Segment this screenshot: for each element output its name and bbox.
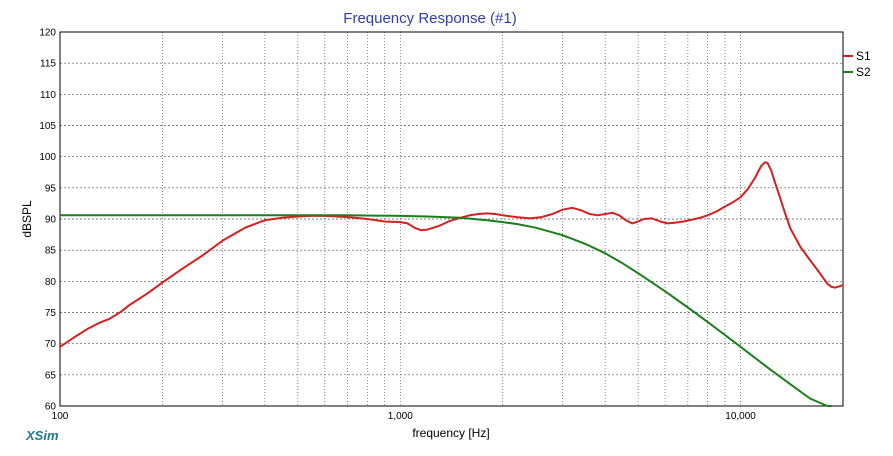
x-tick-label: 100 <box>52 411 69 422</box>
series-line-s1 <box>59 161 844 348</box>
y-tick-label: 105 <box>39 121 56 132</box>
y-tick-label: 100 <box>39 152 56 163</box>
y-tick-label: 85 <box>45 246 57 257</box>
y-tick-label: 70 <box>45 339 57 350</box>
y-tick-label: 115 <box>40 59 56 70</box>
y-tick-labels: 60 65 70 75 80 85 90 95 100 105 110 115 120 <box>39 28 56 413</box>
y-tick-label: 65 <box>45 370 57 381</box>
legend-label-s1: S1 <box>856 49 871 63</box>
x-tick-label: 1,000 <box>388 411 413 422</box>
plot-area <box>59 31 844 407</box>
y-tick-label: 60 <box>45 402 57 413</box>
y-axis-label: dBSPL <box>20 200 34 238</box>
series-line-s2 <box>60 214 832 407</box>
xsim-brand-mark: XSim <box>25 428 59 443</box>
legend-label-s2: S2 <box>856 65 871 79</box>
y-tick-label: 80 <box>45 277 57 288</box>
y-tick-label: 95 <box>45 183 57 194</box>
y-tick-label: 120 <box>39 28 56 39</box>
series-lines <box>59 161 844 407</box>
chart-title: Frequency Response (#1) <box>343 10 516 27</box>
x-tick-labels: 100 1,000 10,000 <box>52 411 757 422</box>
grid <box>60 32 844 406</box>
y-tick-label: 75 <box>45 308 57 319</box>
x-tick-label: 10,000 <box>725 411 756 422</box>
y-tick-label: 90 <box>45 215 57 226</box>
x-axis-label: frequency [Hz] <box>412 426 489 440</box>
y-tick-label: 110 <box>40 90 56 101</box>
